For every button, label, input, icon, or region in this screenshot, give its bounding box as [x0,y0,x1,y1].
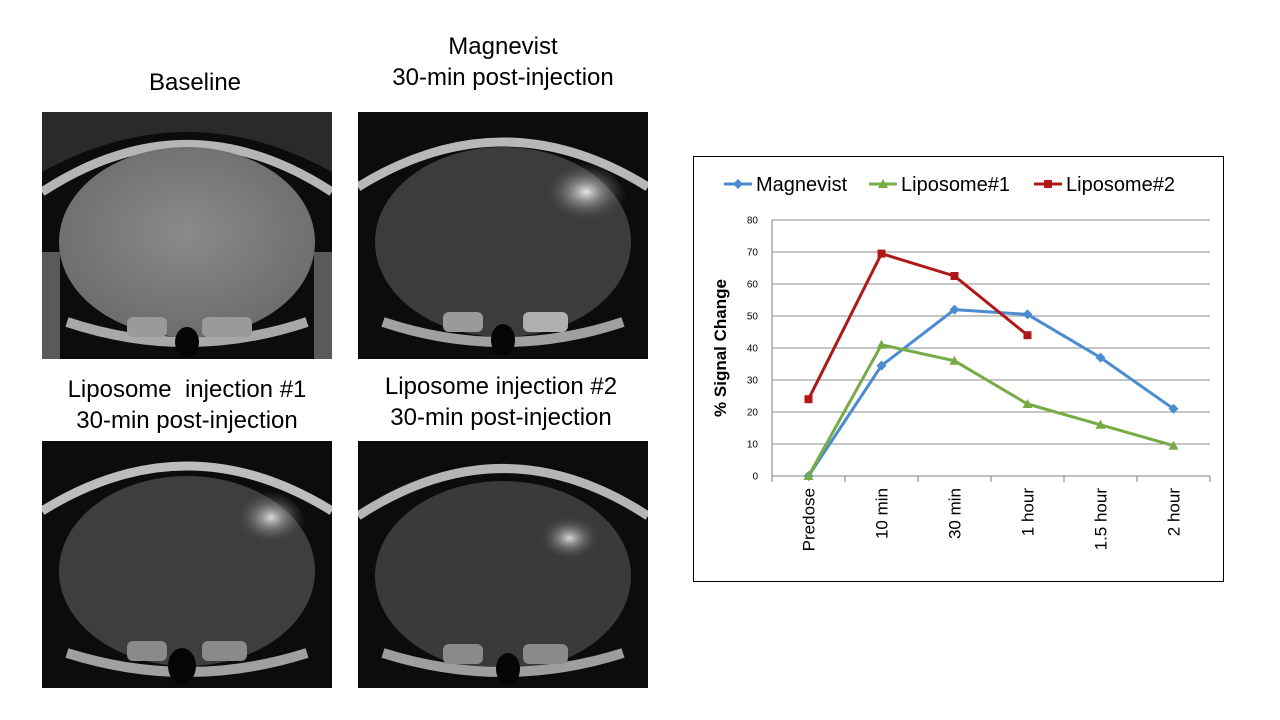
caption-line: Magnevist [448,33,558,60]
y-tick-label: 20 [747,408,759,419]
series-line [807,252,1029,400]
data-point-diamond [876,360,887,371]
caption-liposome-2: Liposome injection #2 30-min post-inject… [346,371,656,433]
data-point-diamond [1022,309,1033,320]
x-tick-label: 1.5 hour [1092,488,1111,551]
data-point-triangle [876,339,887,349]
y-tick-label: 30 [747,376,759,387]
data-point-square [877,249,886,258]
data-point-square [1023,331,1032,340]
x-tick-label: 10 min [873,488,892,539]
mri-image-magnevist [358,112,648,359]
y-tick-label: 50 [747,312,759,323]
series-line [807,308,1175,477]
data-point-square [950,272,959,280]
signal-change-chart: 0 10 20 30 40 50 60 70 80 Predose 10 min 30 min 1 ho… [693,156,1224,582]
caption-liposome-1: Liposome injection #1 30-min post-inject… [30,374,344,436]
data-point-triangle [1022,399,1033,408]
data-point-triangle [949,355,960,365]
caption-line: Baseline [148,69,242,96]
caption-baseline: Baseline [42,67,348,98]
data-point-diamond [733,179,743,189]
data-point-diamond [1168,403,1179,414]
y-tick-label: 10 [747,440,759,451]
data-point-triangle [878,179,888,188]
data-point-triangle [803,471,814,480]
y-tick-label: 60 [747,280,759,291]
series-line [807,343,1174,477]
caption-line: 30-min post-injection [76,407,298,434]
mri-image-baseline [42,112,332,359]
data-point-triangle [1095,419,1106,429]
data-point-triangle [1168,440,1179,450]
legend-label: Liposome#1 [901,174,1010,196]
data-point-square [1044,180,1052,188]
y-tick-label: 40 [747,344,759,355]
x-tick-label: 2 hour [1165,488,1184,537]
line-chart-svg: 0 10 20 30 40 50 60 70 80 Predose 10 min 30 min 1 ho… [711,174,1211,551]
y-tick-label: 0 [752,472,758,483]
y-tick-label: 70 [747,248,759,259]
y-tick-label: 80 [747,216,759,227]
legend-label: Liposome#2 [1066,174,1175,196]
caption-line: Liposome injection #2 [384,373,618,400]
y-axis-title: % Signal Change [711,279,730,417]
legend-label: Magnevist [756,174,848,196]
caption-line: 30-min post-injection [390,404,612,431]
mri-image-liposome-2 [358,441,648,688]
data-point-square [804,395,813,404]
caption-line: 30-min post-injection [392,64,614,91]
caption-line: Liposome injection #1 [67,376,307,403]
caption-magnevist: Magnevist 30-min post-injection [350,31,656,93]
x-tick-label: Predose [800,488,819,551]
x-tick-label: 30 min [946,488,965,539]
mri-image-liposome-1 [42,441,332,688]
x-tick-label: 1 hour [1019,488,1038,537]
data-point-diamond [1095,352,1106,363]
data-point-diamond [949,304,960,315]
